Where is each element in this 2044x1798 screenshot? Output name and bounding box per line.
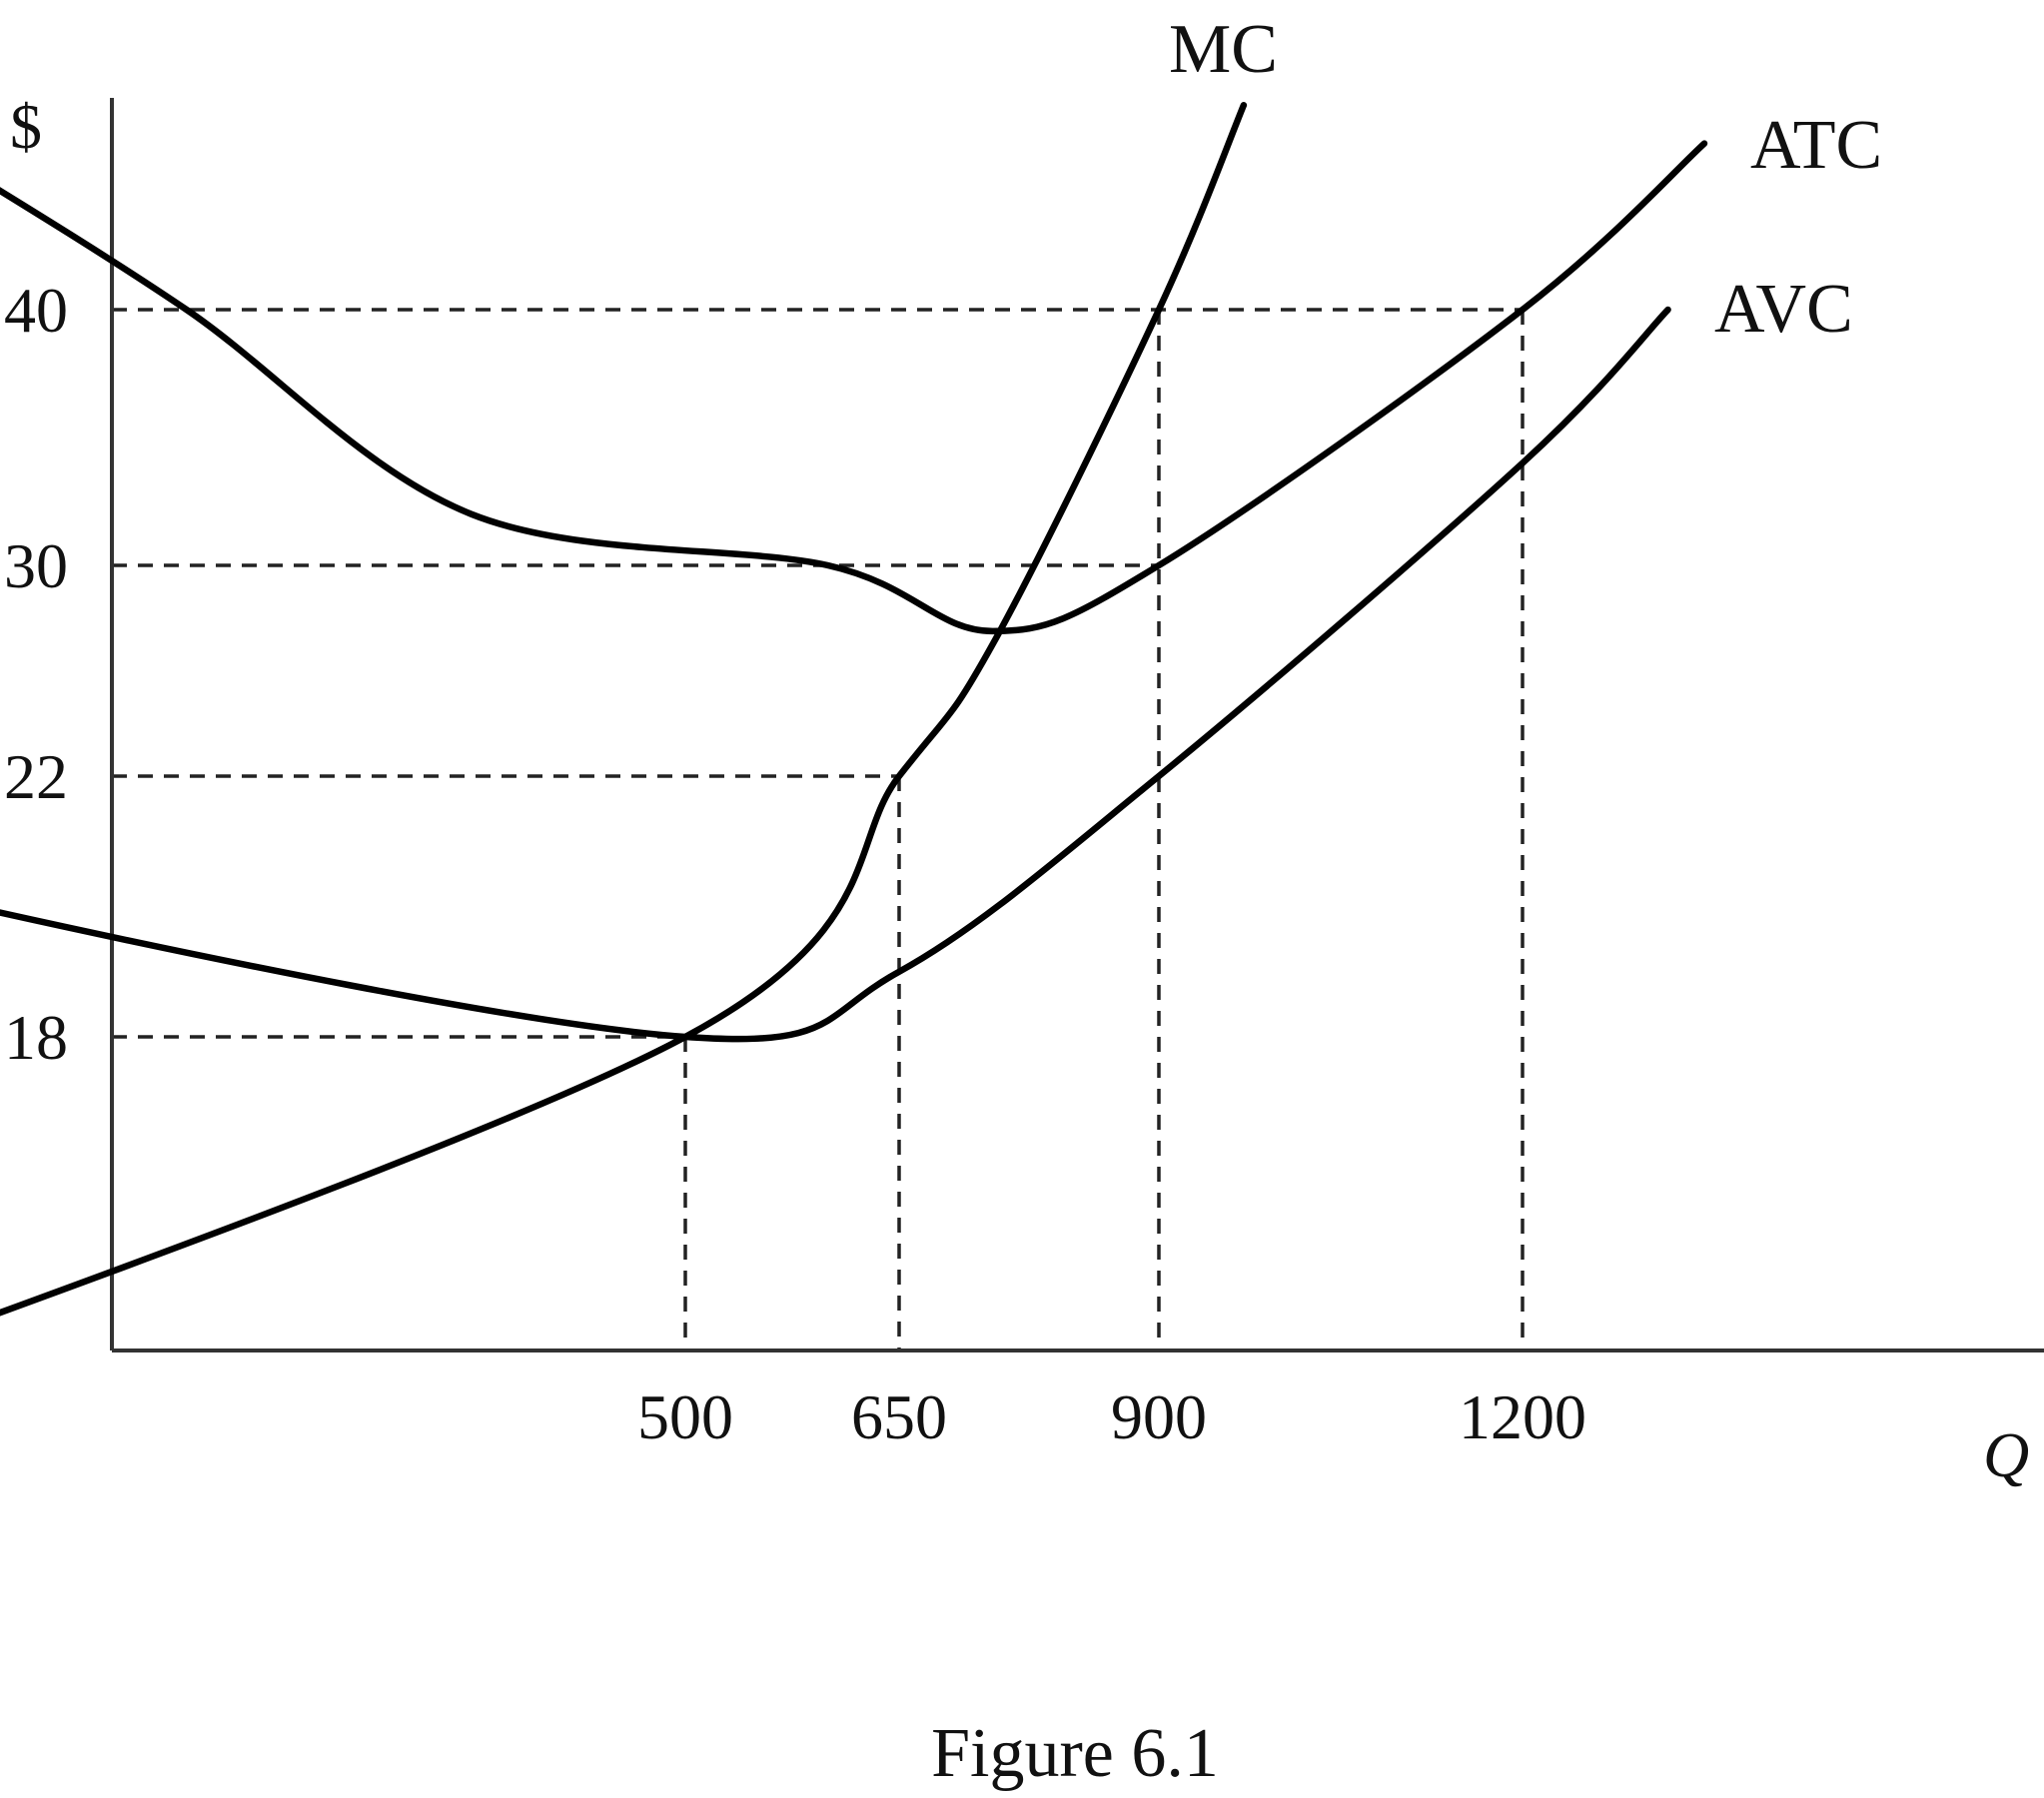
axes <box>110 98 2044 1352</box>
curve-atc <box>0 140 1708 635</box>
x-tick-label: 650 <box>851 1381 947 1452</box>
y-tick-label: 22 <box>4 741 68 812</box>
dashed-guides <box>112 308 1525 1350</box>
y-tick-label: 40 <box>4 275 68 346</box>
curve-avc <box>0 306 1671 1043</box>
x-tick-label: 1200 <box>1459 1381 1586 1452</box>
tick-labels: 500 650 900 1200 18 22 30 40 <box>4 275 1586 1452</box>
y-tick-label: 18 <box>4 1002 68 1073</box>
curve-mc <box>0 101 1248 1317</box>
y-axis-label: $ <box>10 91 42 162</box>
x-tick-label: 900 <box>1111 1381 1207 1452</box>
x-tick-label: 500 <box>637 1381 733 1452</box>
curve-label-mc: MC <box>1169 11 1278 88</box>
curves <box>0 101 1708 1317</box>
curve-label-avc: AVC <box>1714 271 1853 348</box>
figure-caption: Figure 6.1 <box>931 1715 1219 1792</box>
x-axis-label: Q <box>1983 1419 2029 1490</box>
y-tick-label: 30 <box>4 530 68 601</box>
curve-label-atc: ATC <box>1750 107 1882 184</box>
